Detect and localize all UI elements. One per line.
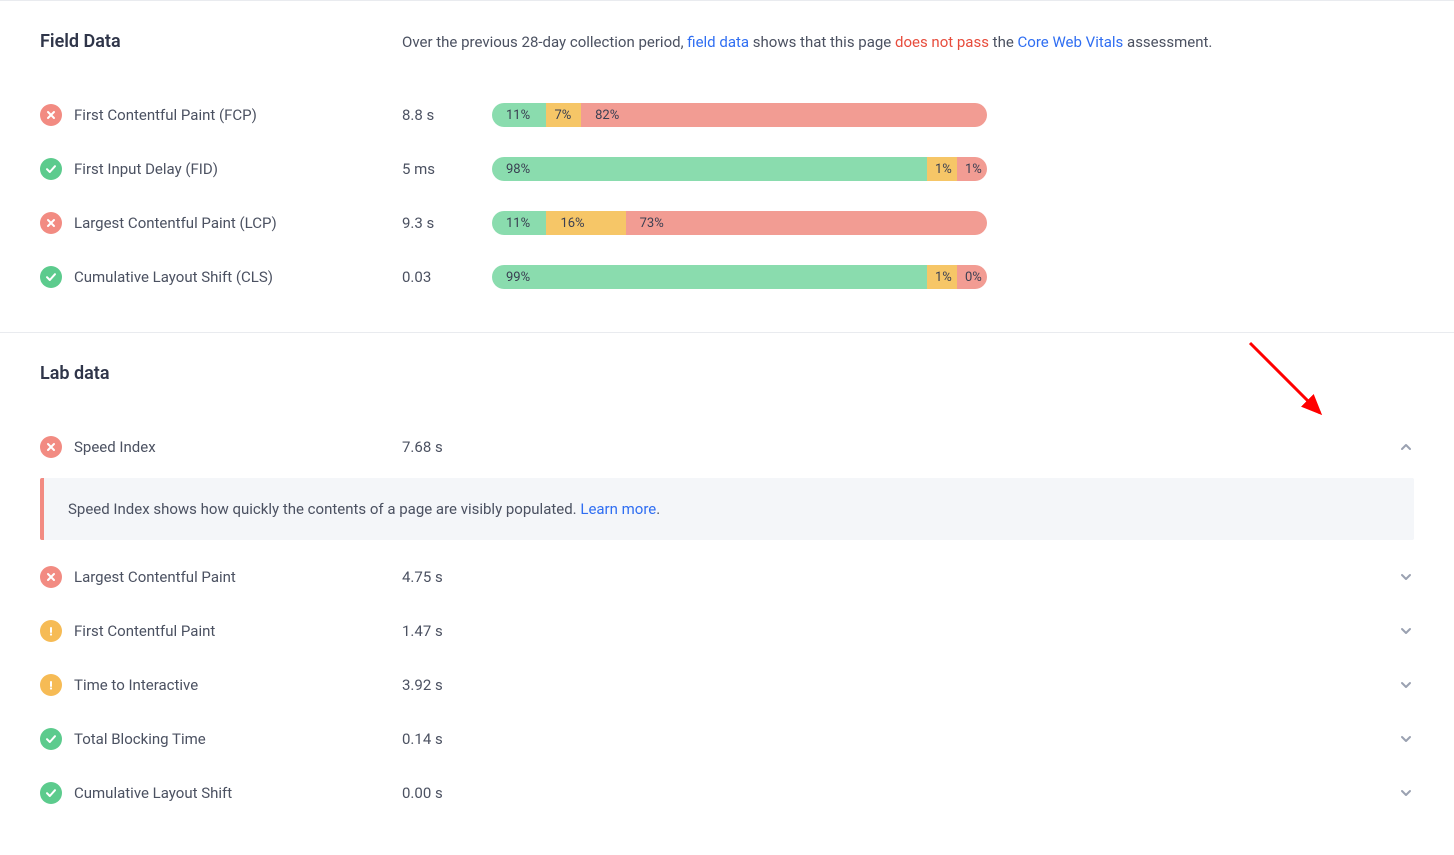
metric-value: 0.03	[402, 268, 492, 286]
check-icon	[40, 782, 62, 804]
distribution-mid: 7%	[546, 103, 581, 127]
chevron-down-icon[interactable]	[1398, 731, 1414, 747]
metric-name: First Contentful Paint (FCP)	[74, 106, 402, 124]
lab-metric-name: Largest Contentful Paint	[74, 568, 402, 586]
lab-metric-name: First Contentful Paint	[74, 622, 402, 640]
lab-detail-text: .	[656, 500, 660, 518]
warning-icon	[40, 620, 62, 642]
distribution-good: 11%	[492, 211, 546, 235]
check-icon	[40, 266, 62, 288]
lab-data-row[interactable]: Speed Index7.68 s	[40, 420, 1414, 474]
core-web-vitals-link[interactable]: Core Web Vitals	[1018, 33, 1124, 51]
assessment-fail-text: does not pass	[895, 33, 989, 51]
chevron-down-icon[interactable]	[1398, 623, 1414, 639]
metric-value: 9.3 s	[402, 214, 492, 232]
lab-metric-value: 7.68 s	[402, 438, 443, 456]
metric-name: First Input Delay (FID)	[74, 160, 402, 178]
distribution-bar: 99%1%0%	[492, 265, 987, 289]
lab-metric-name: Speed Index	[74, 438, 402, 456]
field-data-description: Over the previous 28-day collection peri…	[402, 33, 1212, 51]
lab-data-row[interactable]: Largest Contentful Paint4.75 s	[40, 550, 1414, 604]
chevron-down-icon[interactable]	[1398, 677, 1414, 693]
field-data-header: Field Data Over the previous 28-day coll…	[40, 31, 1414, 52]
lab-data-row[interactable]: Time to Interactive3.92 s	[40, 658, 1414, 712]
chevron-down-icon[interactable]	[1398, 785, 1414, 801]
field-data-title: Field Data	[40, 31, 402, 52]
check-icon	[40, 158, 62, 180]
metric-name: Cumulative Layout Shift (CLS)	[74, 268, 402, 286]
desc-text: the	[989, 33, 1018, 51]
warning-icon	[40, 674, 62, 696]
desc-text: assessment.	[1123, 33, 1212, 51]
x-icon	[40, 212, 62, 234]
lab-data-row[interactable]: Cumulative Layout Shift0.00 s	[40, 766, 1414, 820]
metric-name: Largest Contentful Paint (LCP)	[74, 214, 402, 232]
lab-detail-text: Speed Index shows how quickly the conten…	[68, 500, 580, 518]
lab-metric-value: 0.00 s	[402, 784, 443, 802]
field-data-row: First Contentful Paint (FCP)8.8 s11%7%82…	[40, 88, 1414, 142]
distribution-bar: 11%16%73%	[492, 211, 987, 235]
check-icon	[40, 728, 62, 750]
field-data-link[interactable]: field data	[687, 33, 749, 51]
chevron-down-icon[interactable]	[1398, 569, 1414, 585]
distribution-mid: 1%	[927, 265, 957, 289]
lab-metric-name: Cumulative Layout Shift	[74, 784, 402, 802]
distribution-bad: 82%	[581, 103, 987, 127]
lab-metric-value: 1.47 s	[402, 622, 443, 640]
field-data-section: Field Data Over the previous 28-day coll…	[0, 1, 1454, 332]
lab-metric-name: Total Blocking Time	[74, 730, 402, 748]
lab-data-row[interactable]: Total Blocking Time0.14 s	[40, 712, 1414, 766]
lab-data-row[interactable]: First Contentful Paint1.47 s	[40, 604, 1414, 658]
lab-metric-value: 4.75 s	[402, 568, 443, 586]
learn-more-link[interactable]: Learn more	[580, 500, 656, 518]
lab-data-rows: Speed Index7.68 s Speed Index shows how q…	[40, 420, 1414, 820]
distribution-good: 98%	[492, 157, 927, 181]
distribution-mid: 16%	[546, 211, 625, 235]
distribution-good: 99%	[492, 265, 927, 289]
lab-metric-value: 3.92 s	[402, 676, 443, 694]
lab-data-title: Lab data	[40, 363, 1414, 384]
field-data-row: Cumulative Layout Shift (CLS)0.0399%1%0%	[40, 250, 1414, 304]
field-data-rows: First Contentful Paint (FCP)8.8 s11%7%82…	[40, 88, 1414, 304]
distribution-bad: 73%	[626, 211, 987, 235]
desc-text: shows that this page	[749, 33, 895, 51]
distribution-bad: 1%	[957, 157, 987, 181]
distribution-bar: 98%1%1%	[492, 157, 987, 181]
distribution-bad: 0%	[957, 265, 987, 289]
lab-metric-name: Time to Interactive	[74, 676, 402, 694]
lab-detail-panel: Speed Index shows how quickly the conten…	[40, 478, 1414, 540]
lab-data-section: Lab data Speed Index7.68 s Speed Index sh…	[0, 333, 1454, 848]
x-icon	[40, 104, 62, 126]
distribution-bar: 11%7%82%	[492, 103, 987, 127]
field-data-row: First Input Delay (FID)5 ms98%1%1%	[40, 142, 1414, 196]
desc-text: Over the previous 28-day collection peri…	[402, 33, 687, 51]
metric-value: 8.8 s	[402, 106, 492, 124]
metric-value: 5 ms	[402, 160, 492, 178]
x-icon	[40, 436, 62, 458]
distribution-mid: 1%	[927, 157, 957, 181]
chevron-up-icon[interactable]	[1398, 439, 1414, 455]
field-data-row: Largest Contentful Paint (LCP)9.3 s11%16…	[40, 196, 1414, 250]
lab-metric-value: 0.14 s	[402, 730, 443, 748]
x-icon	[40, 566, 62, 588]
distribution-good: 11%	[492, 103, 546, 127]
